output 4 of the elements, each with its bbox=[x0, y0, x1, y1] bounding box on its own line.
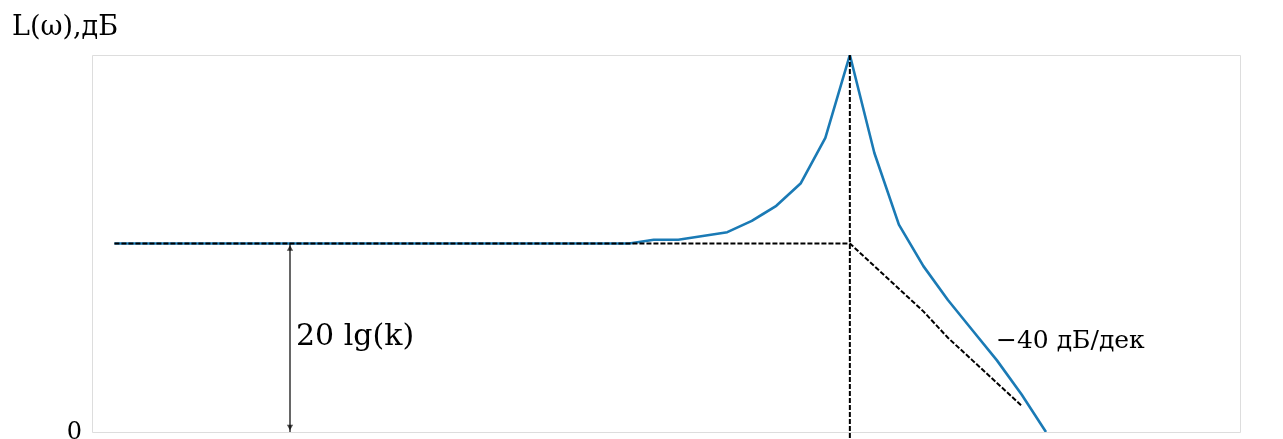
annotation: −40 дБ/дек bbox=[996, 325, 1146, 354]
y-axis-title: L(ω),дБ bbox=[12, 10, 119, 41]
annotation: 20 lg(k) bbox=[296, 317, 415, 352]
text: 0 bbox=[66, 417, 82, 439]
